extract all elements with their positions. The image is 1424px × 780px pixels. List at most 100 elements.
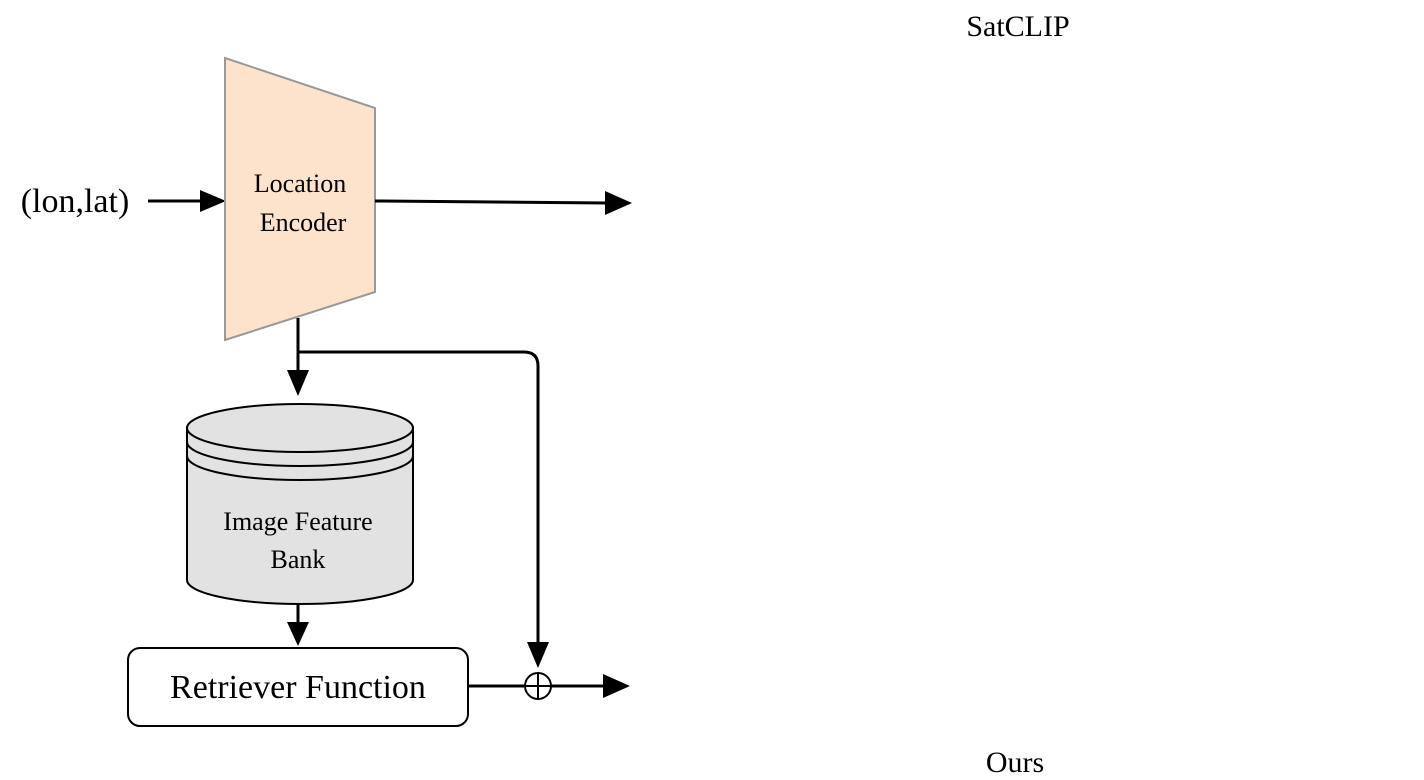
texture-blob: [812, 616, 830, 643]
texture-blob: [843, 594, 856, 612]
texture-blob: [1345, 444, 1375, 463]
texture-blob: [842, 687, 874, 704]
texture-blob: [1334, 502, 1376, 516]
texture-blob: [1294, 505, 1341, 541]
texture-blob: [766, 708, 798, 730]
texture-blob: [888, 406, 904, 442]
texture-blob: [946, 668, 984, 693]
texture-blob: [791, 580, 836, 606]
texture-blob: [928, 625, 968, 643]
texture-blob: [900, 524, 936, 559]
texture-blob: [794, 596, 839, 634]
texture-blob: [1042, 589, 1060, 610]
texture-blob: [760, 680, 787, 710]
texture-blob: [805, 532, 829, 558]
texture-blob: [760, 682, 798, 697]
texture-blob: [1061, 546, 1080, 577]
texture-blob: [1195, 485, 1241, 513]
texture-blob: [1156, 474, 1176, 505]
texture-blob: [1168, 503, 1182, 518]
texture-blob: [1045, 575, 1091, 606]
texture-blob: [1136, 457, 1178, 488]
texture-blob: [1173, 498, 1197, 535]
texture-blob: [818, 531, 849, 551]
texture-blob: [685, 526, 719, 537]
texture-blob: [1347, 630, 1395, 656]
texture-blob: [1196, 535, 1223, 554]
texture-blob: [710, 450, 757, 486]
texture-blob: [723, 628, 757, 666]
location-encoder-shape: [224, 56, 376, 342]
texture-blob: [1047, 529, 1064, 565]
texture-blob: [907, 505, 922, 542]
texture-blob: [659, 653, 682, 665]
texture-blob: [1131, 490, 1157, 503]
texture-blob: [1168, 422, 1215, 457]
texture-blob: [928, 652, 951, 688]
texture-blob: [1188, 523, 1232, 555]
texture-blob: [915, 601, 931, 621]
texture-blob: [1259, 561, 1293, 585]
location-encoder-label-line2: Encoder: [260, 208, 347, 237]
texture-blob: [1104, 426, 1119, 460]
texture-blob: [829, 424, 844, 457]
texture-blob: [1011, 595, 1027, 609]
texture-blob: [669, 611, 688, 644]
texture-blob: [893, 716, 935, 730]
texture-blob: [1062, 621, 1098, 645]
texture-blob: [1087, 521, 1132, 552]
texture-blob: [979, 712, 998, 730]
texture-blob: [1312, 702, 1333, 730]
texture-blob: [1009, 525, 1039, 562]
texture-blob: [674, 588, 717, 626]
texture-blob: [1042, 464, 1058, 499]
texture-blob: [1246, 695, 1262, 728]
texture-blob: [1326, 530, 1357, 560]
texture-blob: [819, 663, 837, 684]
texture-blob: [1412, 667, 1423, 696]
texture-blob: [669, 567, 686, 580]
texture-blob: [1243, 533, 1281, 566]
texture-blob: [982, 633, 1007, 670]
texture-blob: [740, 649, 760, 662]
texture-blob: [859, 441, 876, 457]
texture-blob: [635, 476, 681, 487]
texture-blob: [1397, 406, 1423, 437]
texture-blob: [1351, 716, 1389, 730]
texture-blob: [1009, 671, 1029, 684]
texture-blob: [1376, 666, 1404, 680]
texture-blob: [1193, 600, 1214, 632]
texture-blob: [1178, 535, 1208, 569]
texture-blob: [980, 406, 994, 424]
texture-blob: [1178, 546, 1217, 566]
texture-blob: [961, 420, 1009, 446]
texture-blob: [868, 647, 887, 661]
texture-blob: [1326, 446, 1339, 480]
texture-blob: [995, 521, 1023, 536]
texture-blob: [1300, 527, 1343, 539]
texture-blob: [864, 475, 896, 502]
texture-blob: [1236, 527, 1258, 555]
texture-blob: [1038, 651, 1075, 689]
texture-blob: [1064, 406, 1089, 426]
texture-blob: [732, 650, 758, 662]
texture-blob: [1014, 705, 1049, 729]
texture-blob: [1241, 574, 1266, 599]
texture-blob: [1153, 595, 1191, 631]
texture-blob: [814, 604, 840, 641]
texture-blob: [745, 429, 779, 449]
texture-blob: [747, 406, 782, 415]
texture-blob: [1111, 435, 1133, 459]
texture-blob: [982, 406, 1013, 419]
texture-blob: [1103, 560, 1120, 583]
texture-blob: [1166, 662, 1190, 687]
texture-blob: [1392, 406, 1419, 424]
texture-blob: [1027, 714, 1045, 730]
texture-blob: [642, 700, 691, 716]
texture-blob: [1024, 533, 1055, 562]
texture-blob: [1351, 545, 1395, 568]
texture-blob: [1231, 615, 1249, 632]
texture-blob: [815, 519, 841, 557]
texture-blob: [845, 694, 880, 722]
texture-blob: [1031, 412, 1058, 428]
